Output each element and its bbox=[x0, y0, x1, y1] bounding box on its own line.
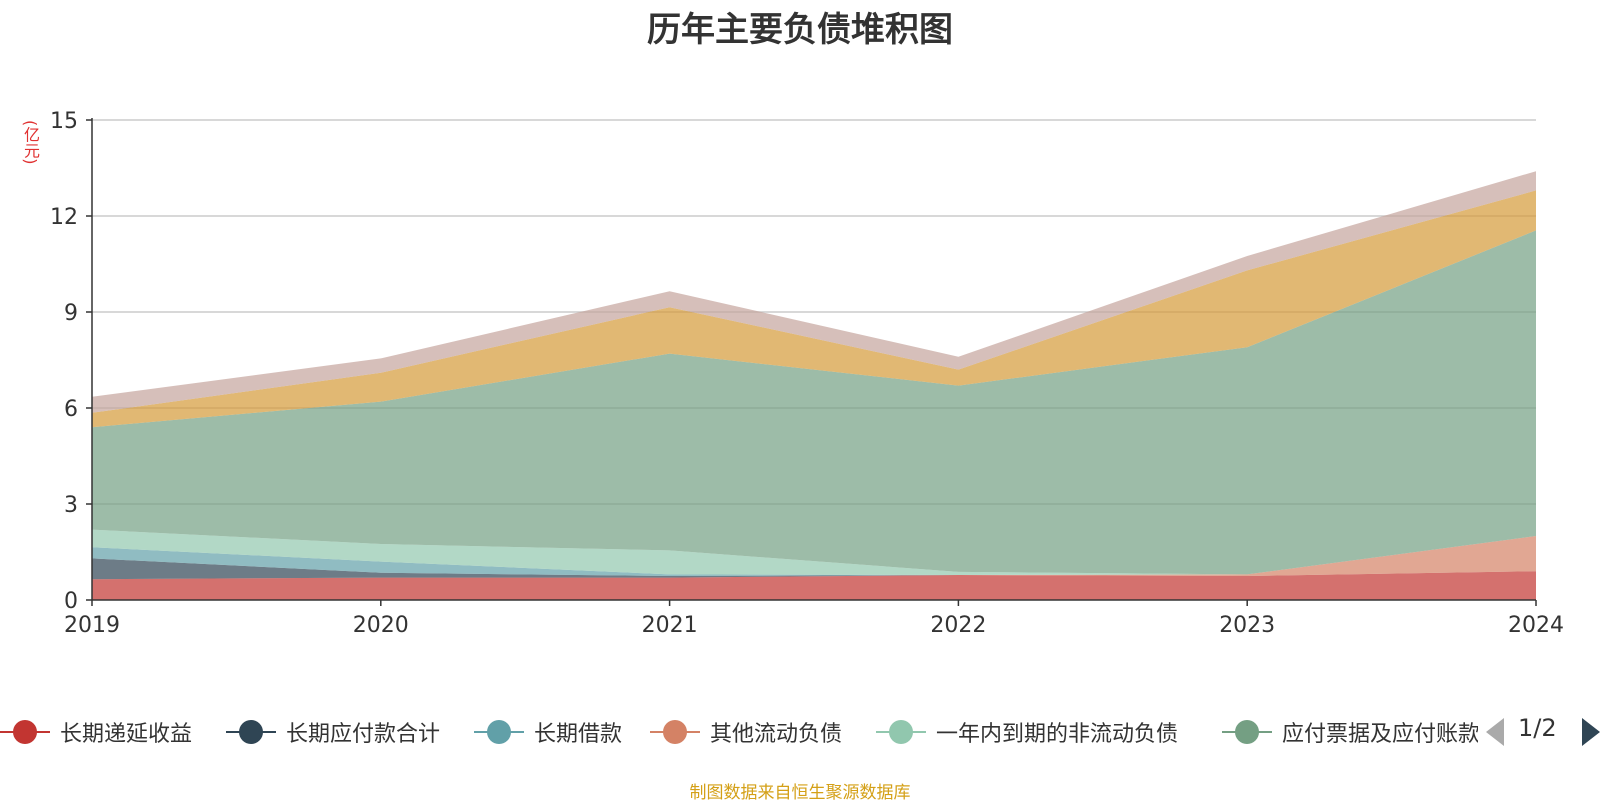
legend-label: 长期应付款合计 bbox=[286, 722, 441, 747]
area-series-unlabeled-7 bbox=[92, 171, 1536, 413]
y-tick-label: 9 bbox=[64, 301, 78, 326]
y-tick-label: 0 bbox=[64, 589, 78, 614]
area-series-长期应付款合计 bbox=[92, 558, 1536, 580]
legend-item[interactable]: 其他流动负债 bbox=[650, 712, 842, 752]
chart-title: 历年主要负债堆积图 bbox=[647, 10, 953, 50]
area-series-其他流动负债 bbox=[92, 536, 1536, 576]
x-tick-label: 2019 bbox=[64, 613, 120, 638]
area-series-长期递延收益 bbox=[92, 571, 1536, 600]
area-series-unlabeled-6 bbox=[92, 190, 1536, 428]
legend-item[interactable]: 应付票据及应付账款 bbox=[1222, 712, 1478, 752]
legend-marker-icon bbox=[650, 719, 700, 745]
legend-items: 长期递延收益 长期应付款合计 长期借款 其他流动负债 一年内到期的非流动负债 应付票据及应… bbox=[0, 712, 1478, 752]
legend-page-indicator: 1/2 bbox=[1518, 714, 1557, 742]
legend-label: 应付票据及应付账款 bbox=[1282, 722, 1478, 747]
x-tick-label: 2022 bbox=[930, 613, 986, 638]
legend-marker-icon bbox=[0, 719, 50, 745]
legend-label: 长期递延收益 bbox=[60, 722, 193, 747]
legend-item[interactable]: 长期借款 bbox=[474, 712, 622, 752]
legend-marker-icon bbox=[474, 719, 524, 745]
x-tick-label: 2023 bbox=[1219, 613, 1275, 638]
y-tick-label: 6 bbox=[64, 397, 78, 422]
x-tick-label: 2020 bbox=[353, 613, 409, 638]
axes: 0 3 6 9 12 15 2019 2020 2021 2022 2023 2024 bbox=[50, 109, 1564, 638]
legend-next-page-icon[interactable] bbox=[1582, 718, 1600, 746]
legend-pager: 1/2 bbox=[1480, 712, 1600, 752]
area-series-长期借款 bbox=[92, 547, 1536, 576]
y-tick-label: 3 bbox=[64, 493, 78, 518]
y-axis-unit-label: (亿元) bbox=[21, 120, 40, 165]
legend-marker-icon bbox=[876, 719, 926, 745]
legend-item[interactable]: 长期应付款合计 bbox=[226, 712, 440, 752]
legend: 长期递延收益 长期应付款合计 长期借款 其他流动负债 一年内到期的非流动负债 应付票据及应… bbox=[0, 712, 1600, 752]
legend-label: 一年内到期的非流动负债 bbox=[936, 722, 1179, 747]
area-series-应付票据及应付账款 bbox=[92, 230, 1536, 575]
legend-label: 其他流动负债 bbox=[710, 722, 843, 747]
x-tick-label: 2021 bbox=[642, 613, 698, 638]
data-source-note: 制图数据来自恒生聚源数据库 bbox=[689, 783, 911, 803]
y-tick-label: 15 bbox=[50, 109, 78, 134]
legend-prev-page-icon[interactable] bbox=[1486, 718, 1504, 746]
y-tick-label: 12 bbox=[50, 205, 78, 230]
legend-item[interactable]: 长期递延收益 bbox=[0, 712, 192, 752]
area-series bbox=[92, 171, 1536, 600]
area-series-一年内到期的非流动负债 bbox=[92, 529, 1536, 576]
legend-marker-icon bbox=[226, 719, 276, 745]
legend-item[interactable]: 一年内到期的非流动负债 bbox=[876, 712, 1178, 752]
x-tick-label: 2024 bbox=[1508, 613, 1564, 638]
legend-label: 长期借款 bbox=[534, 722, 623, 747]
legend-marker-icon bbox=[1222, 719, 1272, 745]
